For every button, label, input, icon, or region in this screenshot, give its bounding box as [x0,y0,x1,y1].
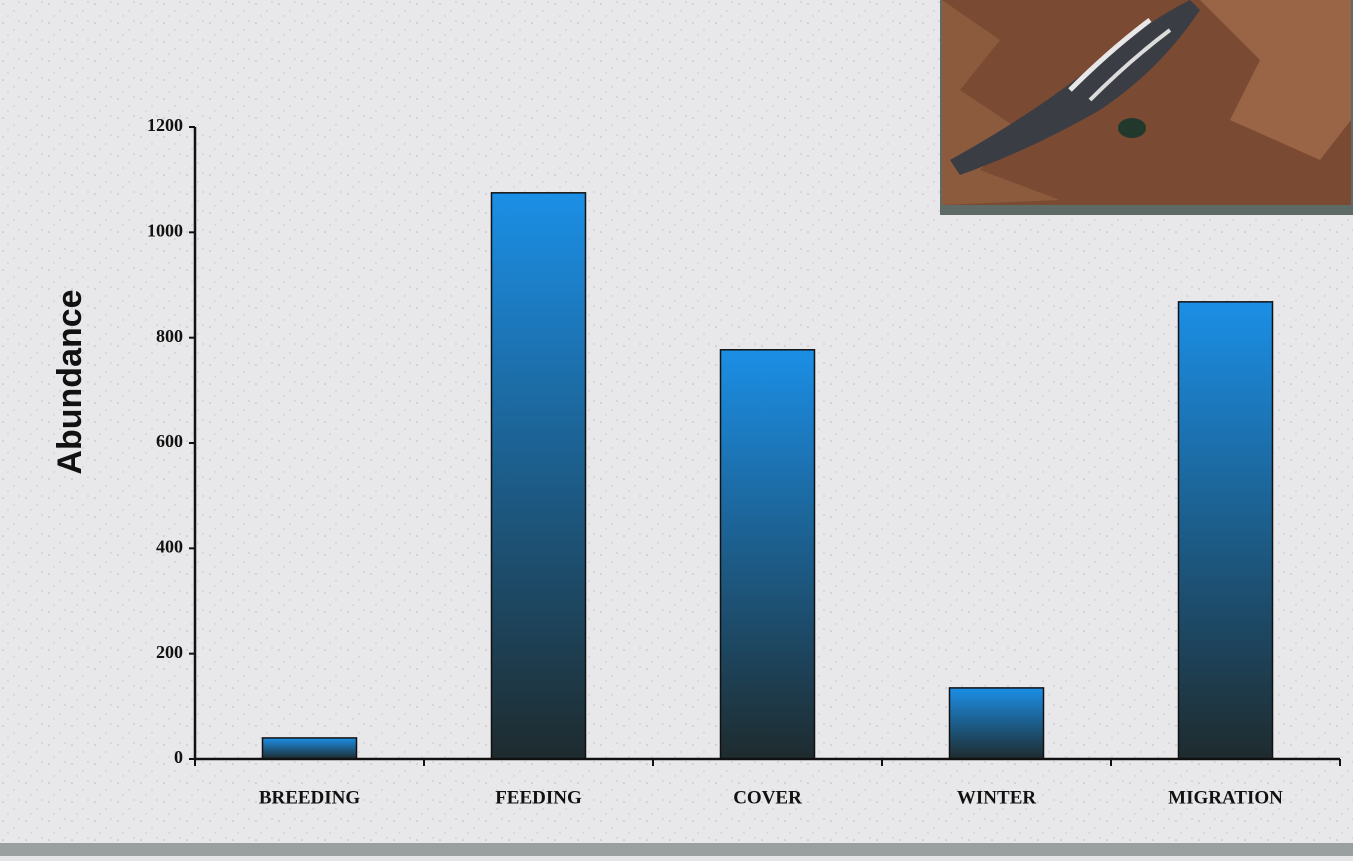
bottom-strip [0,843,1353,856]
bar [490,192,587,760]
y-tick-label: 1200 [147,115,183,135]
x-tick-label: FEEDING [495,787,582,808]
bar [719,349,816,760]
x-tick-label: WINTER [957,787,1036,808]
bar [1177,301,1274,760]
y-axis-label: Abundance [51,289,89,474]
x-tick-label: COVER [733,787,802,808]
y-tick-label: 0 [174,747,183,767]
photo [940,0,1353,215]
y-tick-label: 1000 [147,220,183,240]
bar [261,737,358,760]
y-tick-label: 800 [156,326,183,346]
x-tick-label: MIGRATION [1168,787,1283,808]
y-tick-label: 600 [156,431,183,451]
y-tick-label: 200 [156,642,183,662]
y-tick-label: 400 [156,536,183,556]
x-tick-label: BREEDING [259,787,361,808]
bar [948,687,1045,760]
